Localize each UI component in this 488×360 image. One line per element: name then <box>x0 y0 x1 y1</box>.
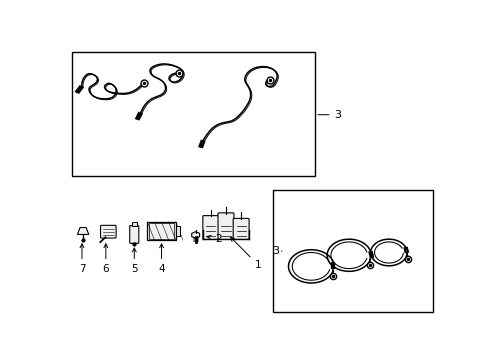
FancyBboxPatch shape <box>233 219 248 239</box>
Bar <box>273 190 432 312</box>
Bar <box>147 222 175 240</box>
Polygon shape <box>77 228 89 234</box>
Text: 6: 6 <box>102 244 109 274</box>
Text: 7: 7 <box>79 244 85 274</box>
Bar <box>131 222 137 226</box>
Text: 5: 5 <box>131 248 137 274</box>
FancyBboxPatch shape <box>203 216 218 239</box>
Text: 3: 3 <box>333 110 340 120</box>
FancyBboxPatch shape <box>101 225 116 238</box>
Text: 1: 1 <box>230 237 261 270</box>
Bar <box>149 223 174 239</box>
FancyBboxPatch shape <box>129 226 139 243</box>
Text: 3: 3 <box>271 246 279 256</box>
Text: 2: 2 <box>206 234 221 244</box>
Bar <box>175 226 180 237</box>
Text: 4: 4 <box>158 244 164 274</box>
Bar <box>72 51 314 176</box>
Polygon shape <box>191 232 199 238</box>
FancyBboxPatch shape <box>218 213 233 239</box>
